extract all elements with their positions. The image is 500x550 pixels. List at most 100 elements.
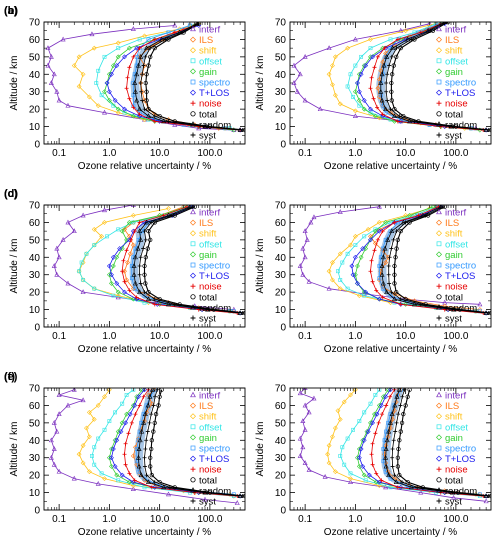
panel-label: (f) [4,371,15,383]
data-point [106,263,112,269]
data-point [395,485,400,490]
data-point [127,411,133,417]
data-point [348,479,354,485]
legend-item: total [445,292,463,303]
data-point [385,98,390,103]
legend-item: spectro [445,78,476,89]
data-point [89,31,95,37]
legend-marker [190,100,196,106]
data-point [326,285,332,291]
series-line [328,23,465,129]
data-point [378,88,384,94]
data-point [368,86,373,91]
data-point [363,63,369,68]
series-interf [297,205,483,307]
legend-item: shift [199,46,217,57]
data-point [127,251,133,257]
data-point [109,281,114,286]
data-point [388,107,393,112]
data-point [77,269,82,274]
data-point [102,476,107,482]
data-point [163,37,168,42]
data-point [123,462,128,467]
data-point [145,246,150,251]
data-point [380,280,386,286]
data-point [362,410,367,415]
data-point [240,128,245,133]
data-point [380,254,386,260]
data-point [302,97,308,103]
data-point [394,289,399,295]
legend-marker [436,241,442,247]
y-tick-label: 70 [275,201,287,212]
data-point [102,207,108,213]
data-point [384,403,389,408]
data-point [122,268,127,274]
data-point [165,491,171,497]
data-point [372,113,378,119]
series-line [143,206,245,314]
data-point [149,412,154,417]
data-point [383,394,389,400]
data-point [80,212,86,218]
data-point [126,233,132,239]
data-point [348,242,353,248]
y-tick-label: 70 [29,18,41,29]
data-point [126,431,131,436]
data-point [297,453,303,458]
data-point [394,420,399,425]
legend-marker [190,68,196,75]
legend-item: noise [199,99,222,110]
data-point [124,86,129,91]
data-point [376,479,382,485]
x-tick-label: 100.0 [197,331,222,342]
data-point [148,455,153,460]
data-point [56,392,62,397]
data-point [86,409,92,415]
data-point [317,106,323,112]
data-point [398,45,403,51]
data-point [92,286,97,291]
panel-label: (c) [4,188,18,200]
data-point [152,114,157,119]
series-interf [48,388,240,505]
legend-item: random [199,120,231,131]
data-point [149,472,154,478]
data-point [389,54,394,59]
legend-marker [190,304,196,310]
data-point [138,281,143,286]
series-line [149,389,245,497]
data-point [114,437,120,443]
legend-item: gain [445,67,463,78]
data-point [136,62,142,68]
data-point [370,420,376,426]
data-point [388,394,393,399]
data-point [338,278,343,282]
legend: interfILSshiftoffsetgainspectroT+LOSnois… [436,25,477,142]
data-point [102,89,107,95]
series-syst [384,22,491,133]
data-point [355,80,360,86]
data-point [391,237,396,242]
data-point [365,226,371,232]
data-point [80,71,86,77]
y-tick-label: 20 [275,471,287,482]
data-point [115,110,121,116]
legend-marker [190,455,196,462]
data-point [349,263,355,269]
legend-item: gain [199,67,217,78]
data-point [390,464,395,469]
data-point [361,437,367,443]
y-tick-label: 30 [275,270,287,281]
legend-marker [190,208,196,215]
legend: interfILSshiftoffsetgainspectroT+LOSnois… [190,25,231,142]
legend-marker [436,208,442,215]
data-point [172,30,177,35]
data-point [147,393,153,399]
data-point [138,472,144,478]
data-point [363,289,369,295]
data-point [366,472,372,478]
data-point [129,420,134,425]
legend-marker [436,402,442,409]
data-point [144,473,149,478]
